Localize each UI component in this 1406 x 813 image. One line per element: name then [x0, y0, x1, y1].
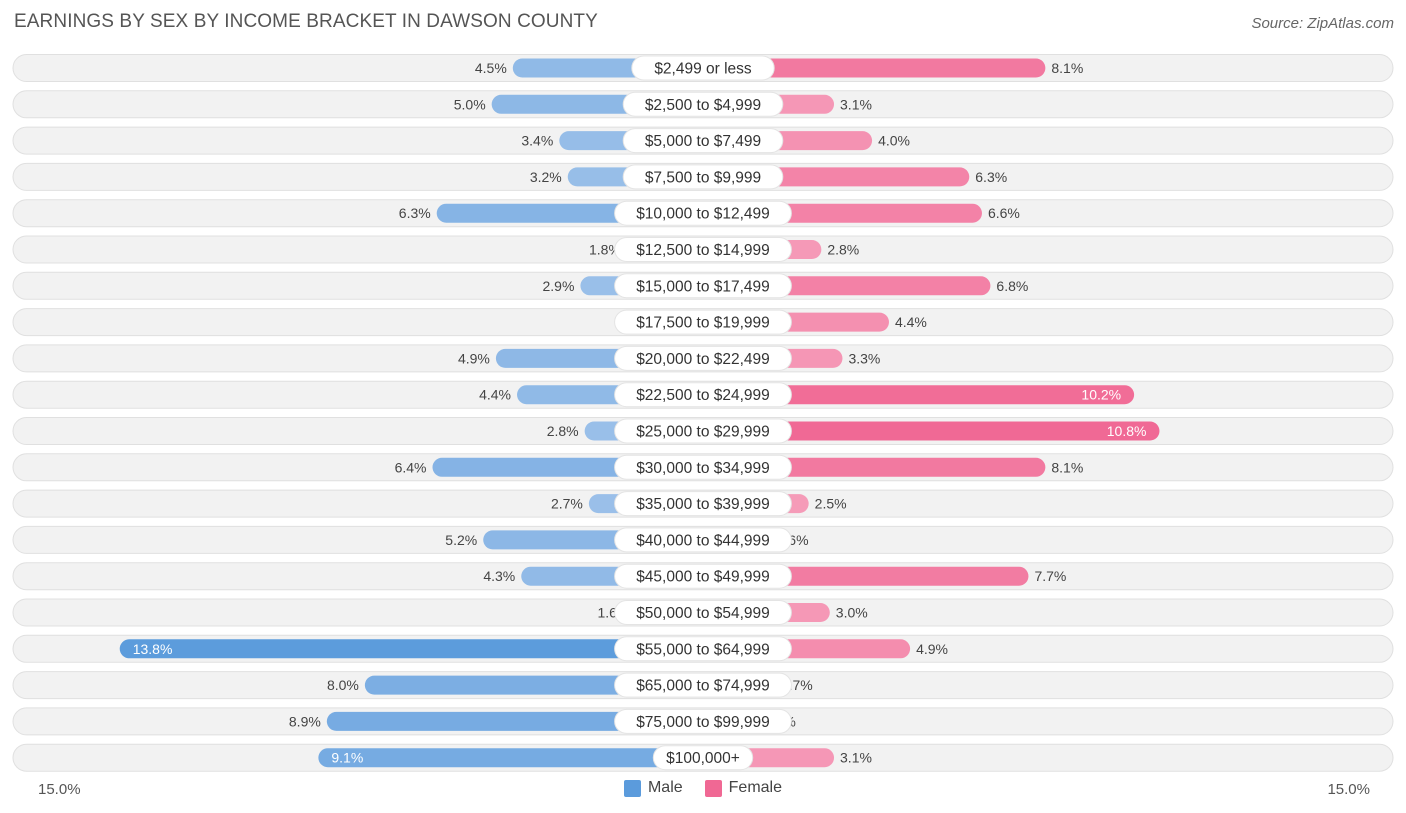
chart-title: EARNINGS BY SEX BY INCOME BRACKET IN DAW… — [14, 11, 598, 32]
value-label-male: 4.3% — [483, 568, 515, 584]
axis-min-label: 15.0% — [38, 781, 81, 798]
category-pill — [622, 91, 784, 117]
value-label-male: 6.4% — [395, 459, 427, 475]
category-pill — [614, 418, 792, 444]
value-label-female: 3.0% — [836, 605, 868, 621]
category-pill — [614, 672, 792, 698]
category-label: $17,500 to $19,999 — [636, 315, 770, 332]
category-pill — [614, 345, 792, 371]
category-label: $65,000 to $74,999 — [636, 678, 770, 695]
category-pill — [614, 527, 792, 553]
category-label: $10,000 to $12,499 — [636, 206, 770, 223]
category-label: $35,000 to $39,999 — [636, 496, 770, 513]
legend-swatch-female — [704, 779, 722, 797]
value-label-female: 2.8% — [827, 242, 859, 258]
value-label-female: 7.7% — [1034, 568, 1066, 584]
legend-item-male[interactable]: Male — [623, 779, 683, 797]
category-pill — [614, 237, 792, 262]
value-label-female: 4.4% — [895, 314, 927, 330]
category-pill — [622, 164, 784, 190]
category-label: $55,000 to $64,999 — [636, 641, 770, 658]
category-label: $20,000 to $22,499 — [636, 351, 770, 368]
category-label: $45,000 to $49,999 — [636, 569, 770, 586]
legend-label-male: Male — [647, 779, 683, 796]
value-label-female: 6.8% — [996, 278, 1028, 294]
category-label: $7,500 to $9,999 — [645, 169, 761, 186]
category-label: $25,000 to $29,999 — [636, 424, 770, 441]
category-pill — [614, 563, 792, 589]
value-label-female: 8.1% — [1051, 60, 1083, 76]
category-label: $2,500 to $4,999 — [645, 97, 761, 114]
value-label-female: 3.3% — [848, 350, 880, 366]
value-label-female: 3.1% — [840, 750, 872, 766]
category-pill — [652, 745, 754, 771]
category-pill — [614, 200, 792, 226]
value-label-male: 6.3% — [399, 205, 431, 221]
category-label: $22,500 to $24,999 — [636, 387, 770, 404]
category-pill — [631, 55, 775, 81]
category-label: $5,000 to $7,499 — [645, 133, 761, 150]
source-credit: Source: ZipAtlas.com — [1251, 15, 1394, 32]
value-label-male: 4.4% — [479, 387, 511, 403]
category-label: $12,500 to $14,999 — [636, 242, 770, 259]
category-pill — [614, 708, 792, 734]
value-label-female: 8.1% — [1051, 459, 1083, 475]
value-label-female: 6.3% — [975, 169, 1007, 185]
category-pill — [614, 309, 792, 335]
value-label-male: 13.8% — [133, 641, 173, 657]
value-label-male: 2.7% — [551, 496, 583, 512]
value-label-female: 10.2% — [1081, 387, 1121, 403]
category-pill — [614, 636, 792, 662]
bar-female — [703, 58, 1046, 78]
category-label: $15,000 to $17,499 — [636, 278, 770, 295]
bar-male — [326, 711, 703, 731]
bar-female — [703, 421, 1160, 441]
legend-item-female[interactable]: Female — [704, 779, 783, 797]
value-label-male: 5.2% — [445, 532, 477, 548]
value-label-male: 2.8% — [547, 423, 579, 439]
category-label: $75,000 to $99,999 — [636, 714, 770, 731]
category-label: $2,499 or less — [654, 61, 752, 78]
category-pill — [614, 491, 792, 517]
value-label-female: 3.1% — [840, 96, 872, 112]
category-label: $100,000+ — [666, 750, 740, 767]
axis-max-label: 15.0% — [1327, 781, 1370, 798]
category-label: $50,000 to $54,999 — [636, 605, 770, 622]
value-label-female: 6.6% — [988, 205, 1020, 221]
category-pill — [614, 600, 792, 625]
value-label-male: 5.0% — [454, 96, 486, 112]
category-label: $30,000 to $34,999 — [636, 460, 770, 477]
bar-male — [119, 639, 704, 659]
value-label-male: 8.0% — [327, 677, 359, 693]
category-pill — [622, 128, 784, 154]
value-label-female: 10.8% — [1107, 423, 1147, 439]
bar-male — [318, 748, 703, 768]
category-pill — [614, 454, 792, 480]
value-label-male: 9.1% — [331, 750, 363, 766]
value-label-female: 4.0% — [878, 133, 910, 149]
category-label: $40,000 to $44,999 — [636, 532, 770, 549]
category-pill — [614, 382, 792, 408]
value-label-male: 3.2% — [530, 169, 562, 185]
bar-female — [703, 385, 1135, 405]
value-label-male: 1.8% — [589, 242, 621, 258]
value-label-female: 4.9% — [916, 641, 948, 657]
value-label-male: 8.9% — [289, 713, 321, 729]
value-label-male: 3.4% — [521, 133, 553, 149]
category-pill — [614, 273, 792, 299]
value-label-male: 2.9% — [543, 278, 575, 294]
value-label-female: 2.5% — [815, 496, 847, 512]
value-label-male: 4.9% — [458, 350, 490, 366]
legend: Male Female — [0, 779, 1406, 797]
legend-swatch-male — [623, 779, 641, 797]
value-label-male: 4.5% — [475, 60, 507, 76]
legend-label-female: Female — [728, 779, 783, 796]
